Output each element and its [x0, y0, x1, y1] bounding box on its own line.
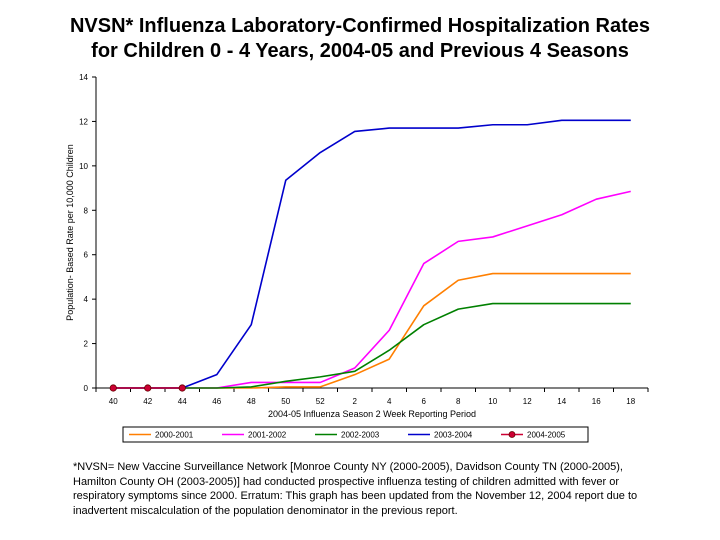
y-tick-label: 14 [79, 73, 88, 82]
legend-label-2002-2003: 2002-2003 [341, 431, 380, 440]
data-point-2004-2005 [178, 384, 186, 392]
x-tick-label: 50 [281, 397, 290, 406]
x-tick-label: 2 [353, 397, 358, 406]
y-axis-title: Population- Based Rate per 10,000 Childr… [65, 144, 75, 321]
x-tick-label: 44 [178, 397, 187, 406]
x-tick-label: 12 [523, 397, 532, 406]
chart-title-line-2: for Children 0 - 4 Years, 2004-05 and Pr… [91, 40, 629, 62]
series-line-2002-2003 [113, 302, 631, 389]
data-point-2004-2005 [109, 384, 117, 392]
y-tick-label: 12 [79, 117, 88, 126]
data-point-2004-2005 [144, 384, 152, 392]
x-tick-label: 8 [456, 397, 461, 406]
x-tick-label: 52 [316, 397, 325, 406]
x-tick-label: 48 [247, 397, 256, 406]
x-tick-label: 4 [387, 397, 392, 406]
y-tick-label: 0 [84, 384, 89, 393]
y-tick-label: 2 [84, 340, 89, 349]
legend-box [122, 426, 589, 443]
y-tick-label: 8 [84, 206, 89, 215]
x-tick-label: 42 [143, 397, 152, 406]
y-tick-label: 4 [84, 295, 89, 304]
x-tick-label: 46 [212, 397, 221, 406]
chart-title-line-1: NVSN* Influenza Laboratory-Confirmed Hos… [69, 15, 651, 37]
y-tick-label: 6 [84, 251, 89, 260]
legend-marker-2004-2005 [508, 431, 516, 438]
legend-label-2003-2004: 2003-2004 [434, 431, 473, 440]
legend-label-2004-2005: 2004-2005 [527, 431, 566, 440]
series-line-2003-2004 [113, 119, 631, 389]
x-axis-title: 2004-05 Influenza Season 2 Week Reportin… [268, 409, 476, 419]
footnote: *NVSN= New Vaccine Surveillance Network … [73, 461, 638, 517]
x-tick-label: 10 [488, 397, 497, 406]
y-tick-label: 10 [79, 162, 88, 171]
series-line-2000-2001 [113, 272, 631, 389]
x-tick-label: 16 [592, 397, 601, 406]
legend-label-2001-2002: 2001-2002 [248, 431, 287, 440]
x-tick-label: 6 [422, 397, 427, 406]
chart-title: NVSN* Influenza Laboratory-Confirmed Hos… [0, 14, 720, 64]
legend-label-2000-2001: 2000-2001 [155, 431, 194, 440]
x-tick-label: 40 [109, 397, 118, 406]
x-tick-label: 14 [557, 397, 566, 406]
x-tick-label: 18 [626, 397, 635, 406]
series-line-2001-2002 [113, 190, 631, 389]
